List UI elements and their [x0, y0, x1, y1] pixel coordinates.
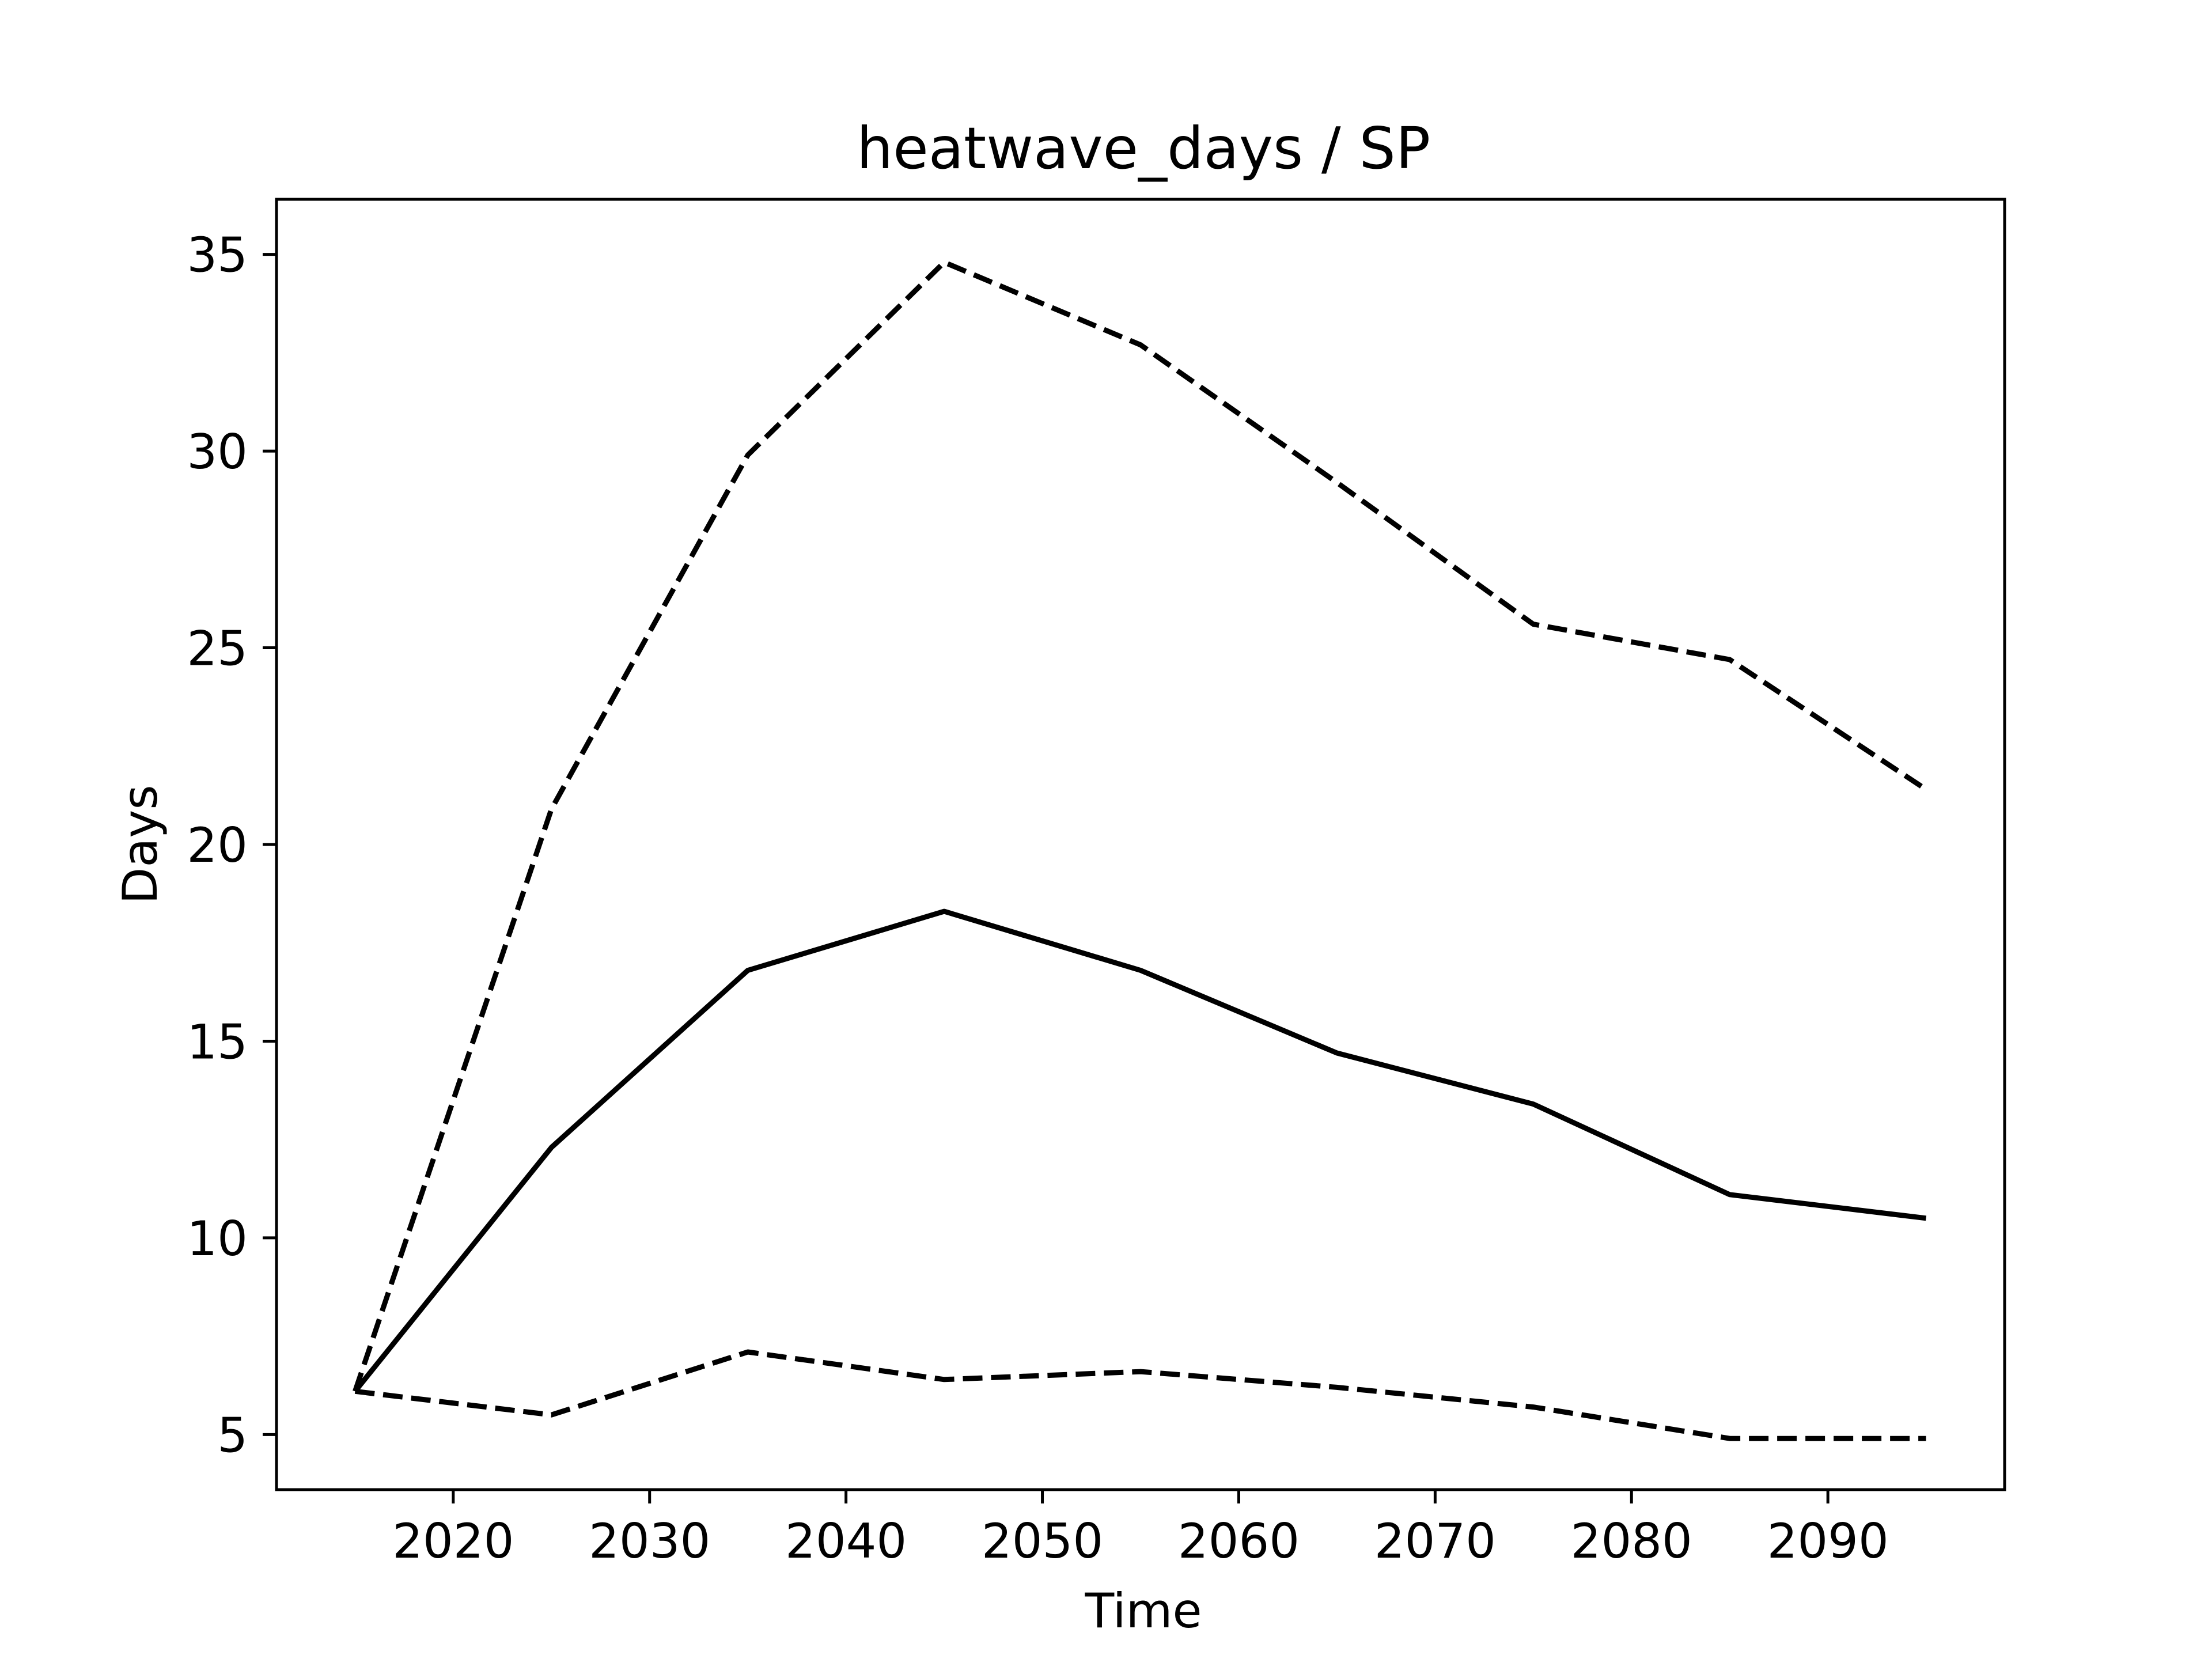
x-tick-label: 2080 — [1571, 1513, 1692, 1569]
y-tick-label: 25 — [187, 621, 248, 677]
x-tick-label: 2040 — [785, 1513, 907, 1569]
y-tick-label: 10 — [187, 1211, 248, 1267]
y-tick-label: 15 — [187, 1014, 248, 1070]
y-axis: 5 10 15 20 25 30 35 — [187, 228, 276, 1463]
series-line-1 — [353, 908, 1927, 1393]
y-axis-label: Days — [112, 785, 168, 904]
x-tick-label: 2060 — [1178, 1513, 1300, 1569]
series-line-3 — [354, 1349, 1926, 1441]
y-tick-label: 30 — [187, 424, 248, 480]
y-tick-label: 20 — [187, 817, 248, 873]
series-line-2 — [353, 259, 1928, 1392]
y-tick-label: 35 — [187, 228, 248, 283]
chart-title: heatwave_days / SP — [857, 115, 1430, 182]
x-tick-label: 2090 — [1767, 1513, 1889, 1569]
x-tick-label: 2070 — [1374, 1513, 1496, 1569]
series-layer — [353, 259, 1928, 1441]
x-tick-label: 2020 — [392, 1513, 514, 1569]
plot-frame — [275, 198, 2006, 1491]
x-axis-label: Time — [1084, 1583, 1202, 1639]
y-tick-label: 5 — [217, 1407, 248, 1463]
x-axis: 2020 2030 2040 2050 2060 2070 2080 2090 — [392, 1490, 1889, 1569]
x-tick-label: 2050 — [982, 1513, 1103, 1569]
x-tick-label: 2030 — [589, 1513, 710, 1569]
